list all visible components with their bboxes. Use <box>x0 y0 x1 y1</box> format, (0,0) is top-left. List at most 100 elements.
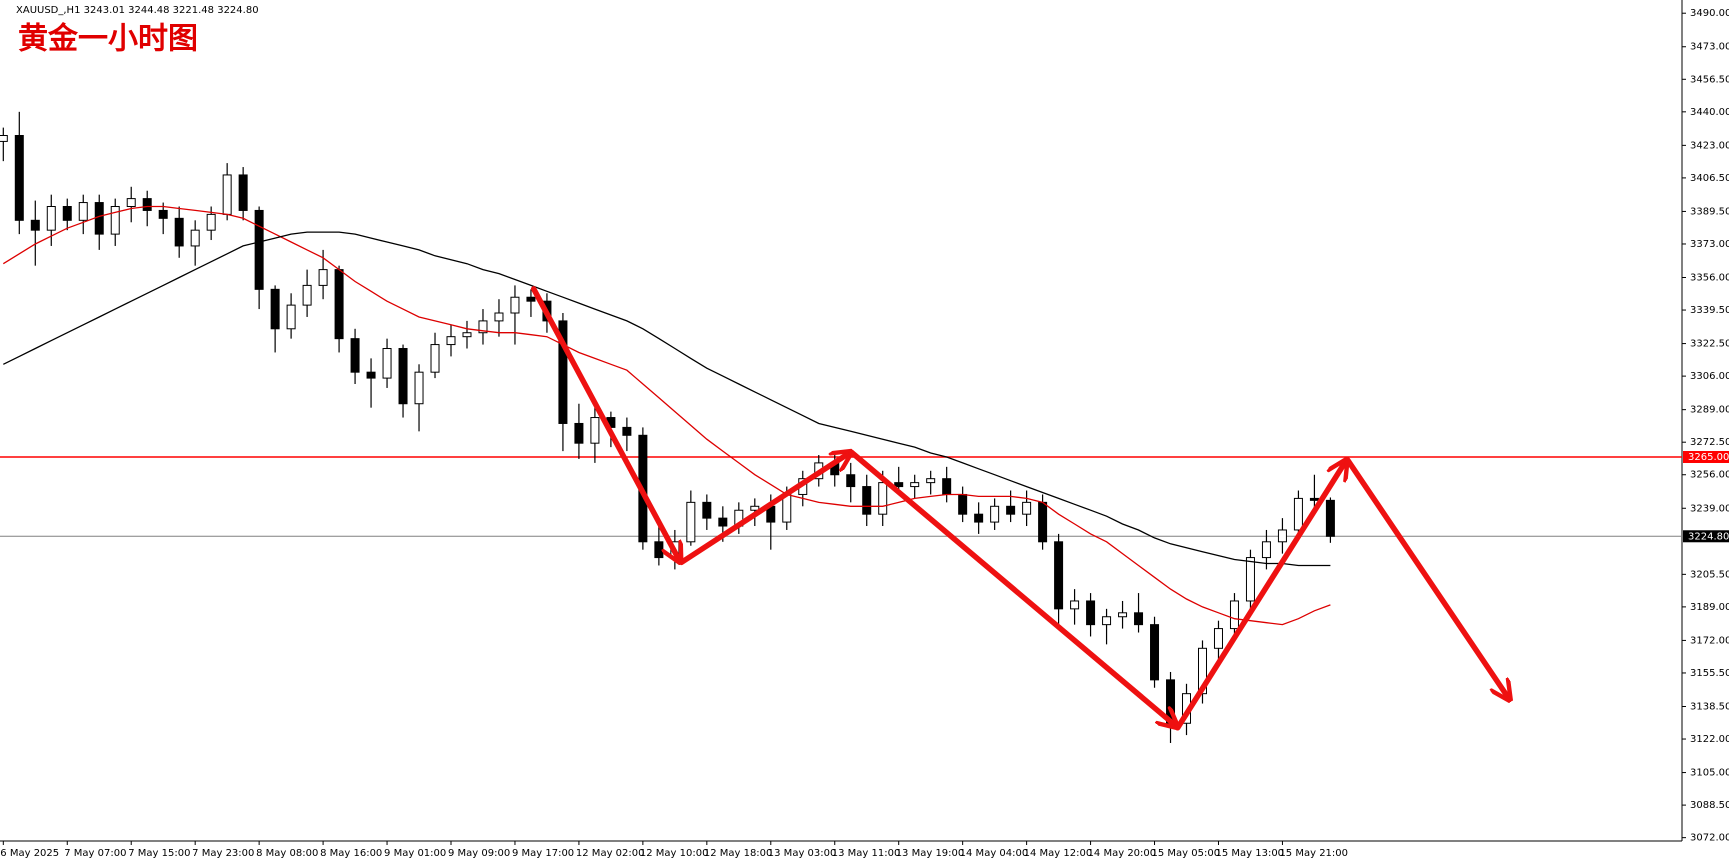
candle-body <box>1293 497 1303 531</box>
candle-body <box>686 501 696 543</box>
candle-body <box>510 296 520 314</box>
x-tick-label: 12 May 10:00 <box>640 848 709 859</box>
candle-body <box>1213 628 1223 649</box>
candle-body <box>1197 647 1207 695</box>
candle-body <box>574 422 584 444</box>
y-tick-label: 3306.00 <box>1690 371 1729 382</box>
y-tick-label: 3356.00 <box>1690 273 1729 284</box>
candle-body <box>862 486 872 515</box>
x-tick-label: 6 May 2025 <box>0 848 59 859</box>
arrow <box>1174 462 1346 731</box>
y-tick-label: 3138.50 <box>1690 701 1729 712</box>
candle-body <box>1086 600 1096 626</box>
x-tick-label: 15 May 05:00 <box>1152 848 1221 859</box>
candle-body <box>1054 541 1064 610</box>
candle-body <box>558 320 568 424</box>
candle-body <box>462 332 472 338</box>
candle-body <box>1102 616 1112 626</box>
candle-body <box>1229 600 1239 630</box>
y-tick-label: 3122.00 <box>1690 734 1729 745</box>
candle-body <box>1261 541 1271 559</box>
y-tick-label: 3239.00 <box>1690 503 1729 514</box>
candle-body <box>350 338 360 373</box>
y-tick-label: 3423.00 <box>1690 140 1729 151</box>
symbol-info: XAUUSD_,H1 3243.01 3244.48 3221.48 3224.… <box>16 5 259 16</box>
candle-body <box>414 371 424 405</box>
x-tick-label: 7 May 23:00 <box>192 848 254 859</box>
candle-body <box>334 269 344 340</box>
y-tick-label: 3389.50 <box>1690 206 1729 217</box>
candle-body <box>590 417 600 444</box>
candle-body <box>654 541 664 559</box>
y-tick-label: 3289.00 <box>1690 405 1729 416</box>
candle-body <box>478 320 488 334</box>
arrow <box>1344 457 1508 698</box>
y-tick-label: 3072.00 <box>1690 833 1729 844</box>
candle-body <box>446 336 456 346</box>
candle-body <box>222 174 232 215</box>
y-tick-label: 3373.00 <box>1690 239 1729 250</box>
y-tick-label: 3272.50 <box>1690 437 1729 448</box>
candle-body <box>1245 557 1255 602</box>
y-tick-label: 3256.00 <box>1690 470 1729 481</box>
candle-body <box>190 229 200 247</box>
y-tick-label: 3205.50 <box>1690 569 1729 580</box>
x-tick-label: 14 May 20:00 <box>1088 848 1157 859</box>
x-tick-label: 12 May 18:00 <box>704 848 773 859</box>
candle-body <box>238 174 248 211</box>
candle-body <box>398 348 408 405</box>
x-tick-label: 13 May 11:00 <box>832 848 901 859</box>
candle-body <box>990 505 1000 523</box>
trend-arrows <box>530 286 1509 731</box>
candle-body <box>0 134 8 142</box>
candle-body <box>1022 501 1032 515</box>
candle-body <box>318 269 328 286</box>
candle-body <box>1038 501 1048 543</box>
candle-body <box>382 348 392 379</box>
x-tick-label: 9 May 17:00 <box>512 848 574 859</box>
y-tick-label: 3490.00 <box>1690 8 1729 19</box>
x-tick-label: 12 May 02:00 <box>576 848 645 859</box>
arrow <box>678 453 849 566</box>
candle-body <box>270 288 280 330</box>
y-tick-label: 3155.50 <box>1690 668 1729 679</box>
y-tick-label: 3440.00 <box>1690 107 1729 118</box>
candle-body <box>62 206 72 221</box>
candle-body <box>94 202 104 235</box>
moving-average <box>3 231 1331 567</box>
x-tick-label: 7 May 07:00 <box>64 848 126 859</box>
y-tick-label: 3456.50 <box>1690 74 1729 85</box>
candle-body <box>958 493 968 515</box>
candle-body <box>1325 499 1335 537</box>
x-tick-label: 8 May 08:00 <box>256 848 318 859</box>
x-tick-label: 14 May 04:00 <box>960 848 1029 859</box>
y-tick-label: 3088.50 <box>1690 800 1729 811</box>
candle-body <box>46 206 56 231</box>
candle-body <box>1150 624 1160 681</box>
candle-body <box>750 505 760 511</box>
candle-body <box>526 296 536 302</box>
candle-body <box>14 134 24 221</box>
candle-body <box>142 198 152 211</box>
x-tick-label: 13 May 03:00 <box>768 848 837 859</box>
y-tick-label: 3339.50 <box>1690 305 1729 316</box>
x-tick-label: 9 May 01:00 <box>384 848 446 859</box>
candle-body <box>1277 529 1287 543</box>
candle-body <box>974 513 984 523</box>
candle-body <box>1118 612 1128 618</box>
arrow <box>848 449 1175 725</box>
candle-body <box>846 474 856 488</box>
x-tick-label: 7 May 15:00 <box>128 848 190 859</box>
price-label-box <box>1683 450 1729 463</box>
candle-body <box>110 206 120 235</box>
y-tick-label: 3189.00 <box>1690 602 1729 613</box>
x-tick-label: 14 May 12:00 <box>1024 848 1093 859</box>
candle-body <box>30 219 40 231</box>
candle-body <box>1134 612 1144 626</box>
y-tick-label: 3322.50 <box>1690 339 1729 350</box>
candle-body <box>942 478 952 495</box>
candle-body <box>622 426 632 436</box>
